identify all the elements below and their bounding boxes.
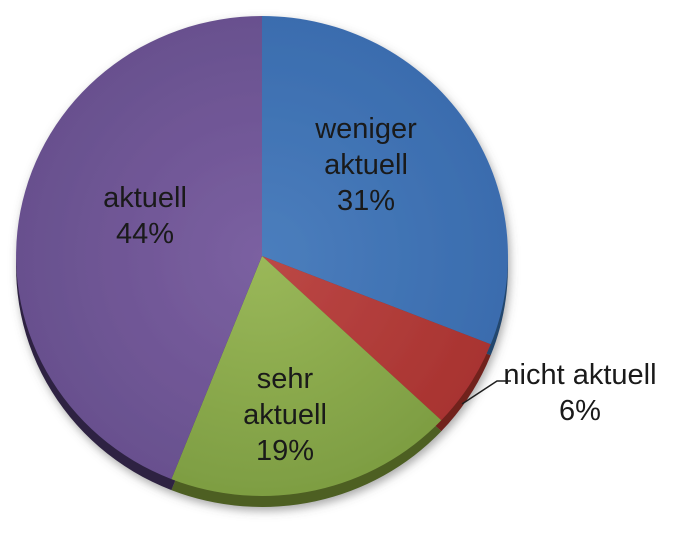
leader-line — [461, 380, 511, 405]
pie-slice-sehr-aktuell — [171, 256, 442, 496]
pie-slice-nicht-aktuell — [262, 256, 491, 421]
pie-top-layer — [16, 16, 508, 496]
pie-slice-aktuell — [16, 16, 263, 480]
pie-group — [16, 16, 508, 507]
pie-slice-weniger-aktuell — [262, 16, 508, 345]
